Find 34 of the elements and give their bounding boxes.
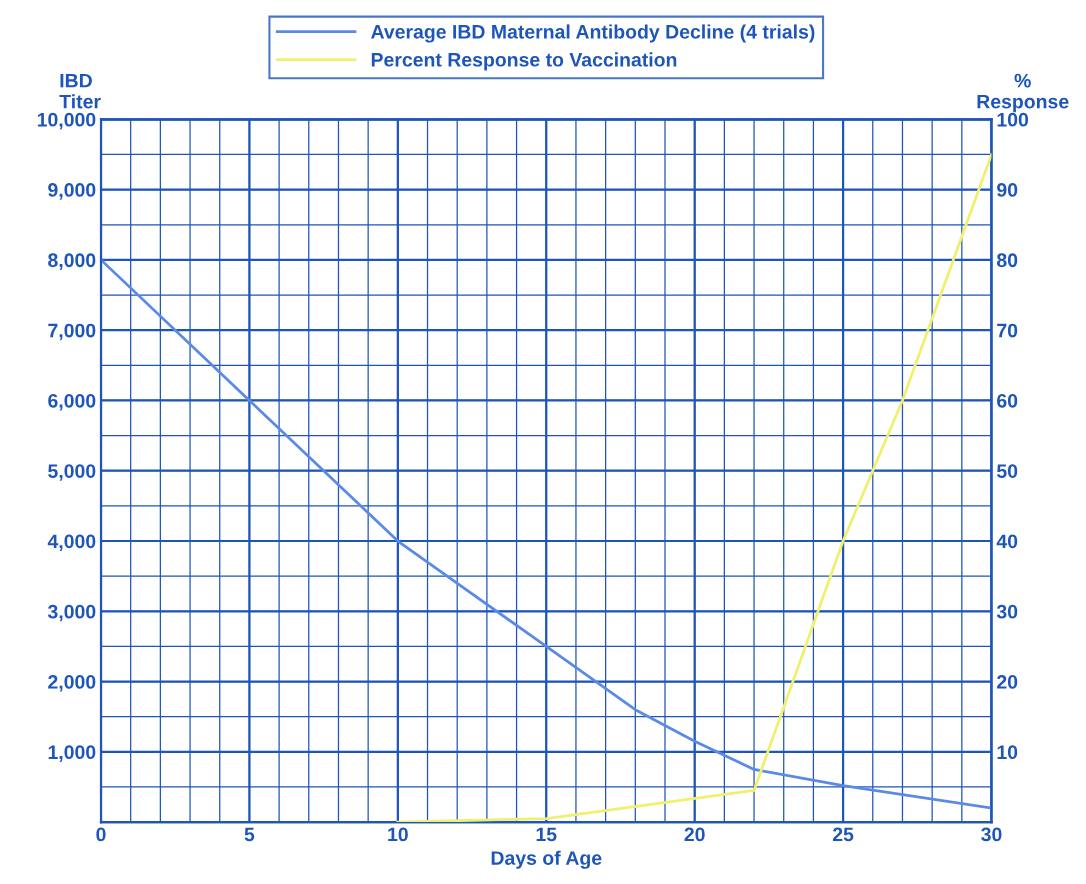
y2-tick-label: 100 [997, 112, 1029, 127]
legend-label: Average IBD Maternal Antibody Decline (4 trials) [371, 24, 815, 43]
x-tick-label: 10 [388, 827, 408, 842]
y-tick-label: 9,000 [48, 183, 96, 200]
y2-tick-label: 80 [997, 253, 1018, 268]
y2-tick-label: 40 [996, 534, 1018, 549]
y2-tick-label: 70 [997, 323, 1018, 338]
y2-tick-label: 20 [997, 675, 1018, 689]
x-tick-label: 30 [981, 827, 1002, 842]
y-tick-label: 6,000 [48, 393, 96, 411]
y-tick-label: 7,000 [48, 323, 96, 341]
x-tick-label: 25 [832, 827, 854, 842]
y2-tick-label: 90 [997, 183, 1018, 197]
y2-tick-label: 50 [996, 464, 1018, 478]
x-tick-label: 15 [536, 827, 557, 842]
y2-tick-label: 10 [997, 745, 1018, 760]
y-tick-label: 2,000 [48, 675, 96, 692]
y2-tick-label: 60 [997, 393, 1018, 408]
line-series [396, 153, 992, 823]
legend-label: Percent Response to Vaccination [371, 52, 677, 71]
y-tick-label: 8,000 [48, 253, 96, 270]
x-axis-title: Days of Age [491, 850, 602, 869]
line-series [101, 258, 992, 810]
y-tick-label: 1,000 [48, 745, 96, 762]
y-tick-label: 4,000 [47, 534, 96, 552]
y2-axis-title: % Response [977, 73, 1069, 113]
y-axis-title: IBD Titer [59, 73, 101, 109]
y-tick-label: 3,000 [47, 604, 96, 622]
x-tick-label: 20 [684, 827, 705, 842]
x-tick-label: 0 [96, 827, 106, 842]
y-tick-label: 5,000 [48, 464, 96, 481]
y2-tick-label: 30 [996, 604, 1018, 619]
x-tick-label: 5 [244, 827, 255, 842]
y-tick-label: 10,000 [37, 112, 96, 130]
